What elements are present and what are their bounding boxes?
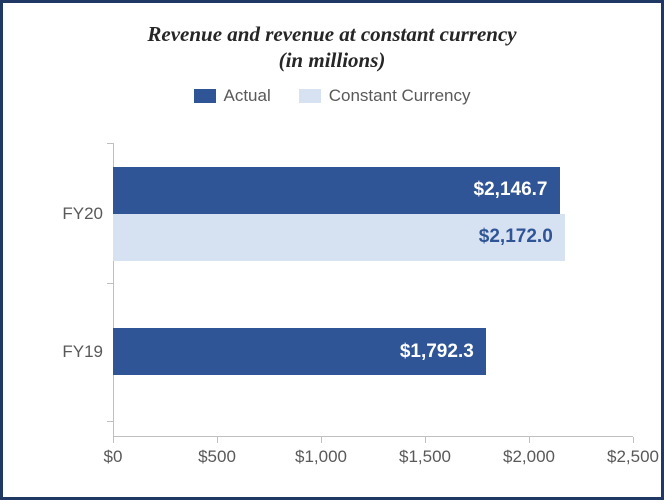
legend: Actual Constant Currency [3,86,661,106]
bar-FY19-actual: $1,792.3 [113,328,486,375]
bar-value-label: $1,792.3 [400,341,474,363]
x-tick-label: $1,000 [295,447,347,467]
y-tick [107,421,113,422]
chart-frame: Revenue and revenue at constant currency… [0,0,664,500]
chart-title-line-1: Revenue and revenue at constant currency [3,21,661,47]
x-tick-label: $2,500 [607,447,659,467]
bar-value-label: $2,146.7 [474,179,548,201]
legend-swatch-actual [194,89,216,103]
y-category-label: FY19 [43,342,103,362]
legend-label-cc: Constant Currency [329,86,471,106]
x-tick [633,437,634,443]
y-category-label: FY20 [43,204,103,224]
y-tick [107,283,113,284]
x-axis-line [113,436,633,437]
plot-area: $2,146.7 $2,172.0 $1,792.3 [113,143,633,437]
bar-FY20-actual: $2,146.7 [113,167,560,214]
x-tick-label: $0 [104,447,123,467]
chart-title-line-2: (in millions) [3,47,661,73]
x-axis-labels: $0$500$1,000$1,500$2,000$2,500 [113,447,633,471]
x-tick-label: $1,500 [399,447,451,467]
chart-title-block: Revenue and revenue at constant currency… [3,3,661,74]
legend-label-actual: Actual [224,86,271,106]
y-tick [107,143,113,144]
x-tick [321,437,322,443]
x-tick [425,437,426,443]
x-tick [529,437,530,443]
x-tick [113,437,114,443]
legend-swatch-cc [299,89,321,103]
x-tick-label: $500 [198,447,236,467]
legend-item-cc: Constant Currency [299,86,471,106]
bar-FY20-cc: $2,172.0 [113,214,565,261]
y-axis-labels: FY20 FY19 [43,143,103,437]
x-tick [217,437,218,443]
legend-item-actual: Actual [194,86,271,106]
bar-value-label: $2,172.0 [479,226,553,248]
x-tick-label: $2,000 [503,447,555,467]
plot-wrap: FY20FY19 $2,146.7$2,172.0$1,792.3 $0$500… [43,143,633,437]
